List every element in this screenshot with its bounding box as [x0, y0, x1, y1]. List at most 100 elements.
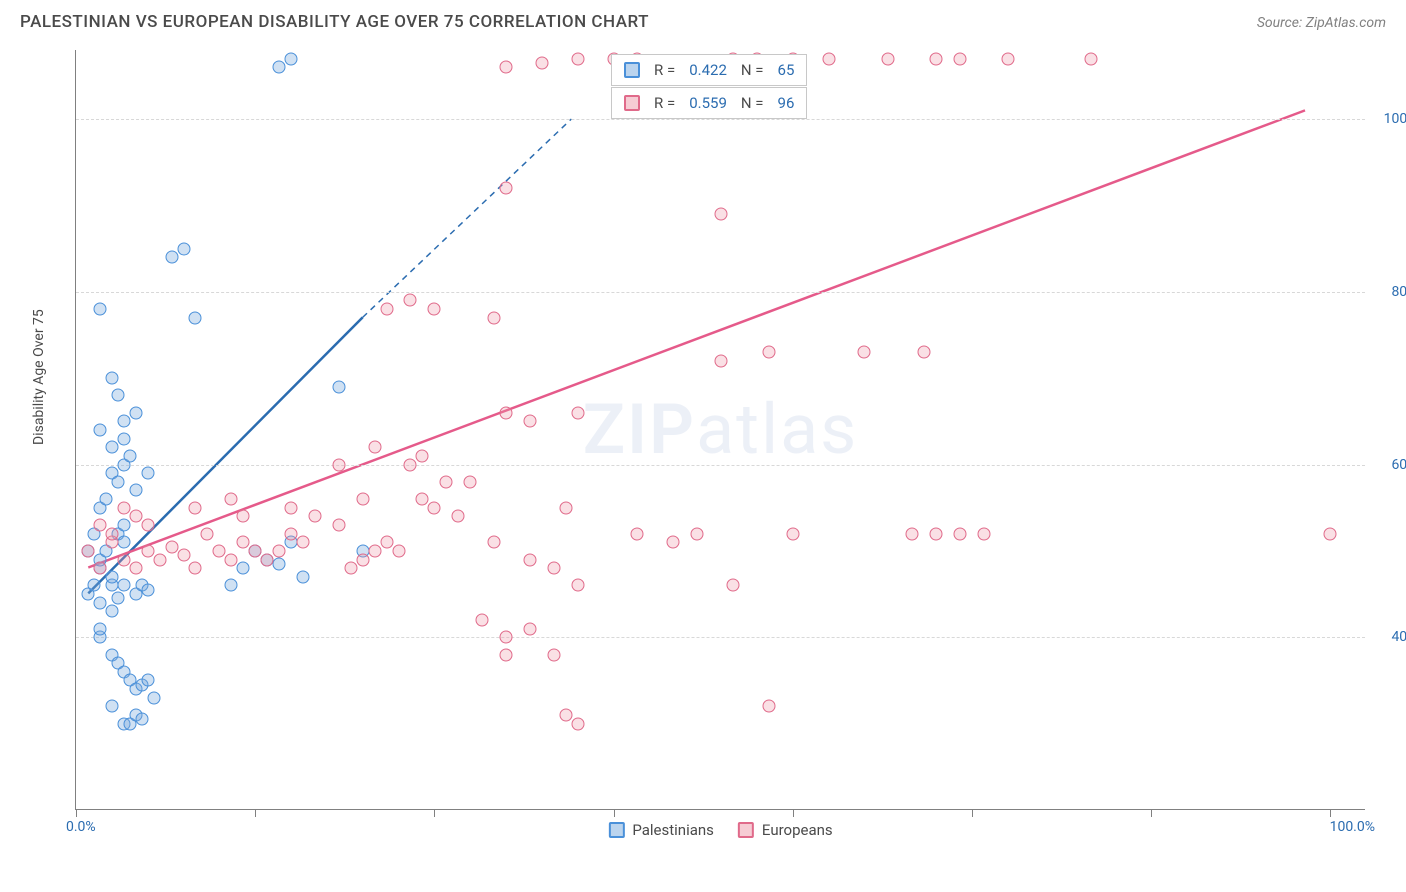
- r-value: 0.559: [689, 94, 727, 112]
- r-label: R =: [654, 61, 675, 79]
- scatter-point: [416, 449, 429, 462]
- scatter-point: [500, 648, 513, 661]
- gridline: [76, 637, 1365, 638]
- n-label: N =: [741, 61, 764, 79]
- scatter-point: [1085, 52, 1098, 65]
- scatter-point: [123, 449, 136, 462]
- scatter-point: [117, 519, 130, 532]
- gridline: [76, 292, 1365, 293]
- scatter-point: [547, 562, 560, 575]
- scatter-point: [547, 648, 560, 661]
- legend-label: Palestinians: [632, 821, 714, 839]
- scatter-point: [117, 579, 130, 592]
- scatter-point: [523, 553, 536, 566]
- scatter-point: [296, 570, 309, 583]
- scatter-point: [117, 415, 130, 428]
- scatter-point: [237, 510, 250, 523]
- scatter-point: [715, 354, 728, 367]
- scatter-point: [237, 562, 250, 575]
- scatter-point: [930, 52, 943, 65]
- scatter-point: [141, 544, 154, 557]
- scatter-point: [380, 536, 393, 549]
- scatter-point: [906, 527, 919, 540]
- y-tick-label: 100.0%: [1384, 111, 1406, 127]
- x-tick: [255, 809, 256, 817]
- x-tick: [1330, 809, 1331, 817]
- scatter-point: [225, 553, 238, 566]
- stats-box: R = 0.559 N = 96: [611, 87, 807, 119]
- r-label: R =: [654, 94, 675, 112]
- scatter-point: [261, 553, 274, 566]
- scatter-point: [1324, 527, 1337, 540]
- x-tick: [614, 809, 615, 817]
- x-tick: [76, 809, 77, 817]
- scatter-point: [189, 562, 202, 575]
- scatter-point: [117, 501, 130, 514]
- scatter-point: [918, 346, 931, 359]
- scatter-point: [129, 484, 142, 497]
- scatter-point: [105, 570, 118, 583]
- scatter-point: [631, 527, 644, 540]
- watermark-part1: ZIP: [583, 389, 696, 471]
- scatter-point: [285, 527, 298, 540]
- scatter-point: [225, 579, 238, 592]
- x-tick-label-right: 100.0%: [1330, 819, 1375, 835]
- scatter-point: [464, 475, 477, 488]
- scatter-point: [153, 553, 166, 566]
- scatter-point: [105, 700, 118, 713]
- scatter-point: [332, 519, 345, 532]
- gridline: [76, 119, 1365, 120]
- scatter-point: [1001, 52, 1014, 65]
- scatter-point: [571, 579, 584, 592]
- trend-lines-svg: [76, 50, 1365, 809]
- scatter-point: [380, 303, 393, 316]
- scatter-point: [111, 389, 124, 402]
- scatter-point: [535, 56, 548, 69]
- x-tick: [434, 809, 435, 817]
- scatter-point: [571, 717, 584, 730]
- scatter-point: [129, 406, 142, 419]
- scatter-point: [111, 592, 124, 605]
- legend-item: Europeans: [738, 821, 833, 839]
- n-value: 96: [778, 94, 795, 112]
- scatter-point: [416, 493, 429, 506]
- scatter-point: [93, 562, 106, 575]
- scatter-point: [930, 527, 943, 540]
- scatter-point: [93, 303, 106, 316]
- scatter-point: [452, 510, 465, 523]
- chart-container: Disability Age Over 75 ZIPatlas Palestin…: [45, 50, 1385, 840]
- scatter-point: [500, 631, 513, 644]
- scatter-point: [273, 557, 286, 570]
- scatter-point: [105, 605, 118, 618]
- n-label: N =: [741, 94, 764, 112]
- scatter-point: [117, 553, 130, 566]
- y-tick-label: 40.0%: [1391, 629, 1406, 645]
- chart-title: PALESTINIAN VS EUROPEAN DISABILITY AGE O…: [20, 12, 649, 32]
- scatter-point: [571, 52, 584, 65]
- scatter-point: [977, 527, 990, 540]
- scatter-point: [93, 596, 106, 609]
- scatter-point: [404, 458, 417, 471]
- scatter-point: [81, 544, 94, 557]
- scatter-point: [273, 544, 286, 557]
- n-value: 65: [778, 61, 795, 79]
- scatter-point: [141, 583, 154, 596]
- x-tick: [972, 809, 973, 817]
- trend-line: [88, 110, 1305, 567]
- gridline: [76, 465, 1365, 466]
- scatter-point: [368, 544, 381, 557]
- watermark-part2: atlas: [696, 389, 858, 471]
- y-tick-label: 80.0%: [1391, 284, 1406, 300]
- scatter-point: [559, 501, 572, 514]
- scatter-point: [105, 372, 118, 385]
- scatter-point: [249, 544, 262, 557]
- scatter-point: [428, 501, 441, 514]
- trend-line-extension: [363, 119, 572, 317]
- scatter-point: [165, 251, 178, 264]
- scatter-point: [500, 182, 513, 195]
- scatter-point: [344, 562, 357, 575]
- scatter-point: [500, 61, 513, 74]
- scatter-point: [237, 536, 250, 549]
- scatter-point: [559, 709, 572, 722]
- scatter-point: [296, 536, 309, 549]
